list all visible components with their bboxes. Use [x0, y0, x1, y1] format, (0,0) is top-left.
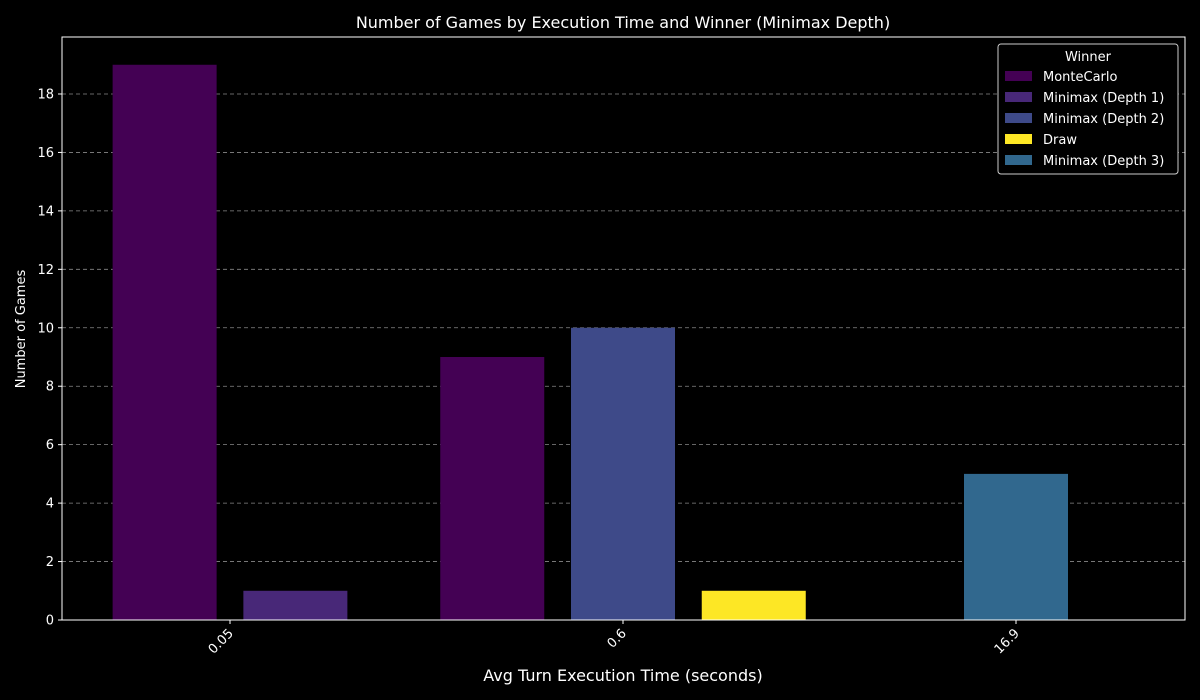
y-tick-label: 10 — [37, 321, 54, 336]
bars — [112, 64, 1068, 620]
x-axis-label: Avg Turn Execution Time (seconds) — [483, 666, 762, 685]
y-tick-label: 18 — [37, 87, 54, 102]
y-tick-label: 2 — [46, 555, 54, 570]
legend-swatch — [1005, 71, 1032, 81]
y-tick-label: 4 — [46, 497, 54, 512]
legend-title: Winner — [1065, 50, 1112, 65]
legend-entry-label: Draw — [1043, 133, 1077, 148]
y-tick-label: 8 — [46, 380, 54, 395]
legend-entry-label: Minimax (Depth 1) — [1043, 91, 1164, 106]
bar-minimax-depth-2-0.6 — [571, 327, 675, 620]
legend-swatch — [1005, 134, 1032, 144]
y-tick-label: 6 — [46, 438, 54, 453]
legend-swatch — [1005, 92, 1032, 102]
bar-minimax-depth-1-0.05 — [243, 590, 348, 620]
legend-entry-label: MonteCarlo — [1043, 70, 1118, 85]
y-axis-label: Number of Games — [14, 270, 29, 389]
y-tick-label: 12 — [37, 263, 54, 278]
y-axis-ticks: 0 2 4 6 8 10 12 14 16 18 — [37, 87, 62, 629]
legend-box — [997, 43, 1179, 175]
legend-entry-label: Minimax (Depth 3) — [1043, 154, 1164, 169]
legend-entry-label: Minimax (Depth 2) — [1043, 112, 1164, 127]
legend: Winner MonteCarlo Minimax (Depth 1) Minimax… — [997, 43, 1179, 175]
legend-swatch — [1005, 113, 1032, 123]
chart-title: Number of Games by Execution Time and Wi… — [356, 13, 890, 32]
bar-montecarlo-0.05 — [112, 64, 217, 620]
legend-swatch — [1005, 155, 1032, 165]
bar-draw-0.6 — [701, 590, 806, 620]
bar-montecarlo-0.6 — [440, 356, 545, 620]
y-tick-label: 14 — [37, 204, 54, 219]
bar-minimax-depth-3-16.9 — [964, 473, 1068, 620]
y-tick-label: 16 — [37, 146, 54, 161]
y-tick-label: 0 — [46, 614, 54, 629]
